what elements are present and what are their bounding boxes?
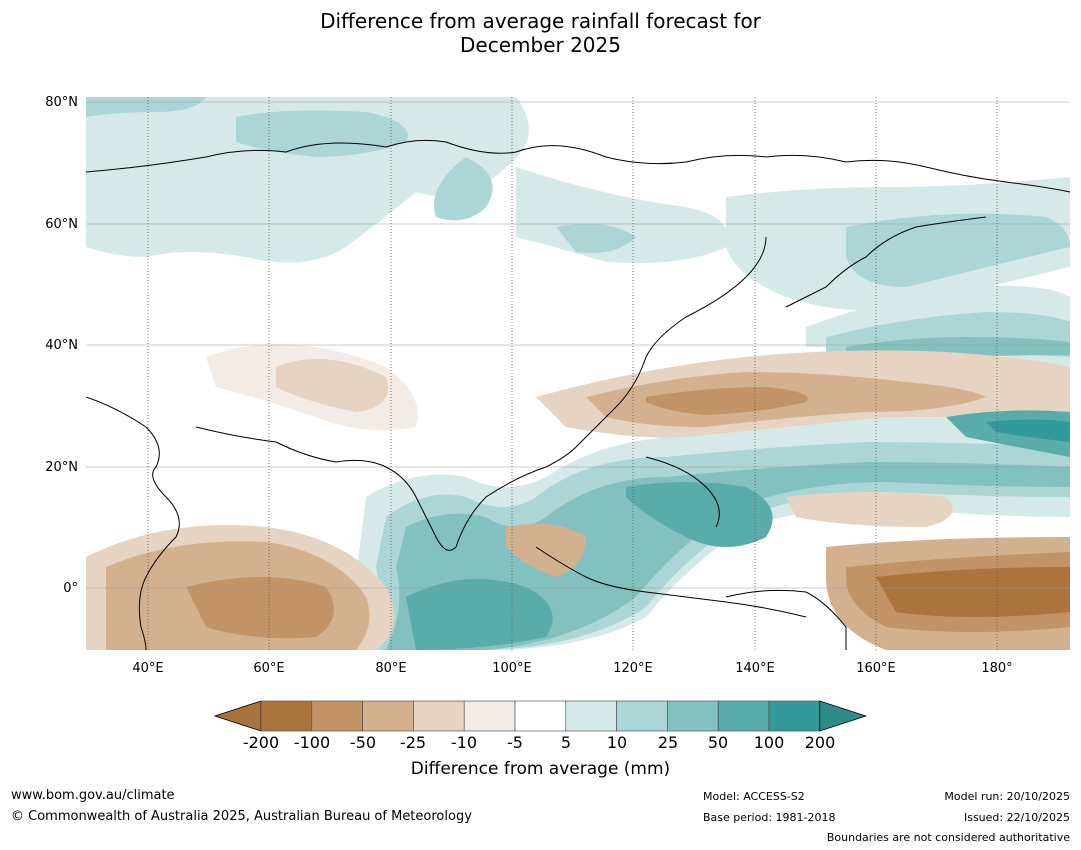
north-wet-region — [86, 97, 1070, 367]
lon-label-140e: 140°E — [735, 661, 775, 676]
graticule — [86, 101, 1070, 589]
colorbar-tick-m50: -50 — [349, 733, 377, 752]
lon-label-80e: 80°E — [375, 661, 407, 676]
lon-label-180: 180° — [981, 661, 1013, 676]
tropical-wet-belt — [346, 410, 1070, 650]
colorbar-extend-low — [214, 700, 262, 732]
base-period-text: Base period: 1981-2018 — [703, 811, 836, 824]
lon-label-60e: 60°E — [253, 661, 285, 676]
north-dry-band — [206, 344, 1070, 439]
lon-label-100e: 100°E — [492, 661, 532, 676]
coastlines — [86, 139, 1070, 650]
colorbar-tick-50: 50 — [707, 733, 729, 752]
colorbar-segment — [514, 700, 567, 732]
colorbar-tick-m200: -200 — [242, 733, 280, 752]
lon-label-40e: 40°E — [132, 661, 164, 676]
colorbar-tick-25: 25 — [657, 733, 679, 752]
colorbar-extend-high — [819, 700, 868, 732]
lat-label-equator: 0° — [63, 581, 78, 596]
map-title: Difference from average rainfall forecas… — [0, 9, 1081, 57]
equatorial-dry — [86, 492, 1070, 650]
title-line-1: Difference from average rainfall forecas… — [320, 9, 761, 33]
model-text: Model: ACCESS-S2 — [703, 790, 805, 803]
title-line-2: December 2025 — [460, 33, 621, 57]
lat-label-80n: 80°N — [45, 95, 78, 110]
boundaries-note: Boundaries are not considered authoritat… — [826, 831, 1070, 844]
colorbar-segment — [463, 700, 516, 732]
colorbar-tick-10: 10 — [606, 733, 628, 752]
colorbar-segment — [768, 700, 821, 732]
colorbar-segment — [311, 700, 363, 732]
colorbar-tick-m25: -25 — [399, 733, 427, 752]
model-run-text: Model run: 20/10/2025 — [944, 790, 1070, 803]
colorbar-segment — [565, 700, 617, 732]
colorbar-tick-100: 100 — [753, 733, 785, 752]
colorbar-segment — [362, 700, 414, 732]
lon-label-120e: 120°E — [613, 661, 653, 676]
lon-label-160e: 160°E — [856, 661, 896, 676]
longitude-lines — [147, 97, 998, 650]
colorbar-segment — [616, 700, 668, 732]
colorbar-tick-m100: -100 — [293, 733, 331, 752]
colorbar-segment — [667, 700, 719, 732]
bom-url[interactable]: www.bom.gov.au/climate — [11, 788, 175, 803]
colorbar-tick-m5: -5 — [507, 733, 523, 752]
issued-text: Issued: 22/10/2025 — [963, 811, 1070, 824]
colorbar-tick-200: 200 — [804, 733, 836, 752]
lat-label-60n: 60°N — [45, 217, 78, 232]
lat-label-40n: 40°N — [45, 338, 78, 353]
copyright-text: © Commonwealth of Australia 2025, Austra… — [11, 809, 472, 824]
colorbar — [214, 700, 868, 732]
colorbar-segment — [413, 700, 465, 732]
lat-label-20n: 20°N — [45, 460, 78, 475]
colorbar-segment — [260, 700, 313, 732]
colorbar-tick-m10: -10 — [450, 733, 478, 752]
colorbar-tick-5: 5 — [560, 733, 572, 752]
rainfall-map — [86, 97, 1070, 650]
colorbar-segment — [717, 700, 770, 732]
colorbar-title: Difference from average (mm) — [410, 759, 671, 779]
